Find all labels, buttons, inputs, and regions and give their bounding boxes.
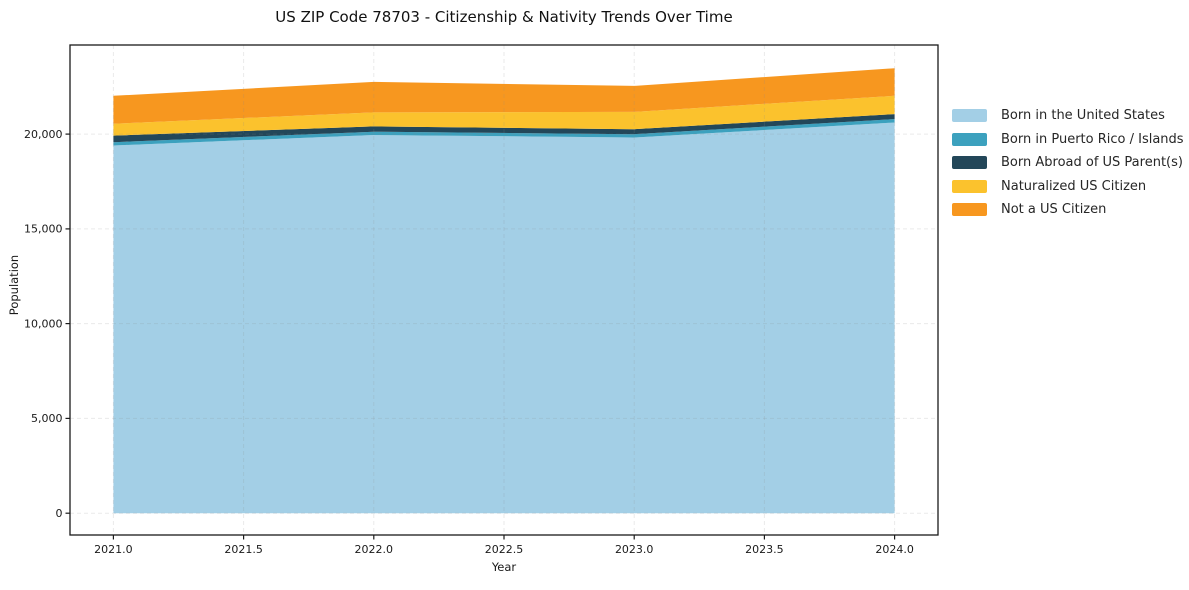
x-axis-label: Year (491, 560, 517, 574)
x-tick-label: 2023.5 (745, 543, 784, 556)
legend-item-born-in-us: Born in the United States (952, 104, 1184, 128)
y-tick-label: 5,000 (31, 412, 63, 425)
area-series-0 (113, 122, 895, 514)
y-tick-label: 10,000 (24, 317, 63, 330)
x-tick-label: 2022.0 (355, 543, 394, 556)
area-series-4 (113, 68, 895, 124)
x-tick-label: 2021.0 (94, 543, 133, 556)
legend-label: Born in Puerto Rico / Islands (1001, 131, 1184, 147)
x-tick-label: 2022.5 (485, 543, 524, 556)
x-tick-label: 2023.0 (615, 543, 654, 556)
y-tick-label: 0 (56, 507, 63, 520)
legend-swatch-born-in-us (952, 109, 987, 123)
x-tick-label: 2024.0 (875, 543, 914, 556)
legend-item-puerto-rico: Born in Puerto Rico / Islands (952, 128, 1184, 152)
legend: Born in the United States Born in Puerto… (952, 104, 1184, 222)
legend-item-born-abroad: Born Abroad of US Parent(s) (952, 151, 1184, 175)
x-tick-label: 2021.5 (224, 543, 263, 556)
legend-label: Born in the United States (1001, 108, 1165, 124)
area-series-2 (113, 114, 895, 143)
legend-item-naturalized: Naturalized US Citizen (952, 175, 1184, 199)
y-tick-label: 15,000 (24, 223, 63, 236)
legend-swatch-puerto-rico (952, 132, 987, 146)
chart-title: US ZIP Code 78703 - Citizenship & Nativi… (275, 8, 733, 26)
y-tick-label: 20,000 (24, 128, 63, 141)
legend-swatch-born-abroad (952, 156, 987, 170)
legend-swatch-naturalized (952, 179, 987, 193)
area-series-3 (113, 95, 895, 136)
legend-label: Not a US Citizen (1001, 202, 1107, 218)
legend-label: Born Abroad of US Parent(s) (1001, 155, 1183, 171)
legend-swatch-not-citizen (952, 203, 987, 217)
legend-label: Naturalized US Citizen (1001, 178, 1147, 194)
legend-item-not-citizen: Not a US Citizen (952, 198, 1184, 222)
